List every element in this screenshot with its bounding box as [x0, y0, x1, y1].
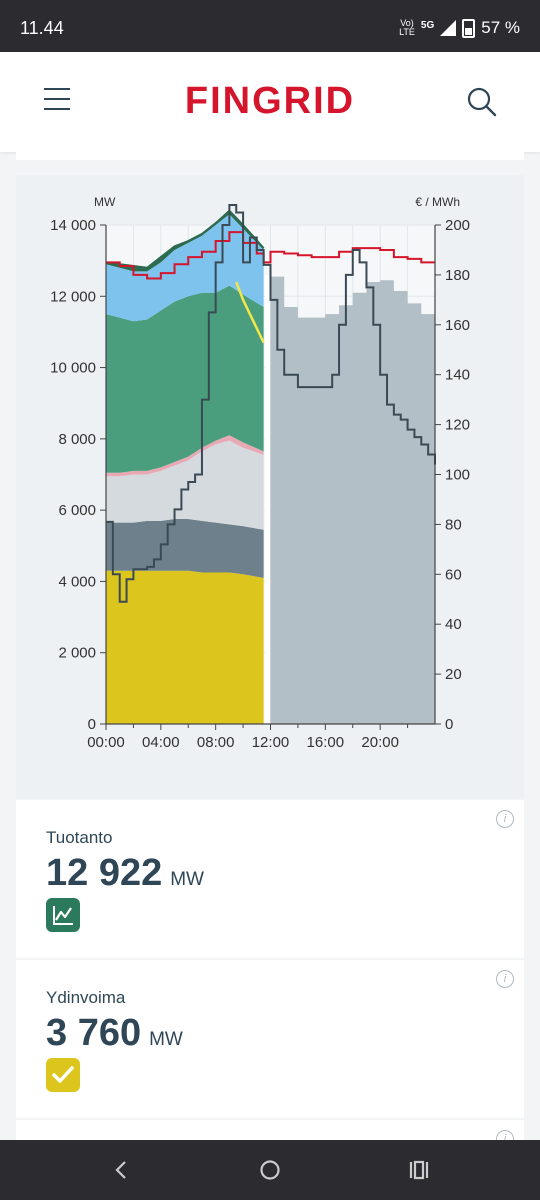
network-indicator: Vo) LTE	[399, 18, 415, 37]
right-tick-label: 120	[445, 417, 470, 434]
right-tick-label: 180	[445, 267, 470, 284]
left-tick-label: 8 000	[58, 431, 96, 448]
left-tick-label: 2 000	[58, 645, 96, 662]
battery-icon	[462, 18, 476, 38]
x-tick-label: 20:00	[361, 734, 399, 751]
left-tick-label: 12 000	[50, 288, 96, 305]
right-tick-label: 40	[445, 616, 462, 633]
right-tick-label: 140	[445, 367, 470, 384]
status-icons: Vo) LTE 5G 57 %	[399, 18, 520, 38]
status-time: 11.44	[20, 18, 64, 38]
power-chart-card: 0 2 000 4 000 6 000 8 000 10 000 12 000 14 000 0…	[16, 175, 524, 799]
x-tick-label: 16:00	[307, 734, 345, 751]
fingrid-logo: FINGRID	[184, 80, 356, 122]
system-nav-bar	[0, 1140, 540, 1200]
left-tick-label: 14 000	[50, 217, 96, 234]
forecast-area	[270, 276, 435, 724]
battery-level: 57 %	[481, 18, 520, 37]
area-series-4	[106, 285, 264, 473]
nuclear-card[interactable]: i Ydinvoima 3 760 MW	[16, 960, 524, 1118]
left-tick-label: 0	[88, 716, 96, 733]
production-card[interactable]: i Tuotanto 12 922 MW	[16, 800, 524, 958]
hamburger-menu-icon[interactable]	[44, 88, 70, 112]
recents-icon[interactable]	[404, 1156, 434, 1184]
right-tick-label: 80	[445, 516, 462, 533]
5g-indicator: 5G	[420, 19, 435, 31]
right-tick-label: 100	[445, 467, 470, 484]
left-tick-label: 6 000	[58, 502, 96, 519]
right-axis-label: € / MWh	[415, 195, 460, 209]
left-tick-label: 10 000	[50, 360, 96, 377]
info-icon[interactable]: i	[496, 970, 514, 988]
chart-areas	[106, 210, 435, 724]
next-card-edge: i	[16, 1120, 524, 1148]
area-series-2	[106, 440, 264, 530]
right-tick-label: 200	[445, 217, 470, 234]
left-tick-label: 4 000	[58, 573, 96, 590]
chart-axes: 0 2 000 4 000 6 000 8 000 10 000 12 000 14 000 0…	[50, 217, 470, 751]
nuclear-label: Ydinvoima	[46, 988, 126, 1007]
right-tick-label: 0	[445, 716, 453, 733]
left-axis-label: MW	[94, 195, 116, 209]
x-tick-label: 12:00	[252, 734, 290, 751]
signal-icon	[440, 20, 457, 36]
area-series-1	[106, 519, 264, 578]
checkmark-icon	[46, 1058, 80, 1092]
production-label: Tuotanto	[46, 828, 113, 847]
chart-line-icon	[46, 898, 80, 932]
power-chart: 0 2 000 4 000 6 000 8 000 10 000 12 000 14 000 0…	[50, 195, 470, 751]
right-tick-label: 60	[445, 566, 462, 583]
production-value: 12 922 MW	[46, 852, 204, 894]
info-icon[interactable]: i	[496, 810, 514, 828]
right-tick-label: 160	[445, 317, 470, 334]
production-unit: MW	[170, 869, 204, 890]
yellow-line	[235, 281, 265, 344]
x-tick-label: 08:00	[197, 734, 235, 751]
back-icon[interactable]	[106, 1156, 136, 1184]
price-line	[106, 204, 436, 603]
home-icon[interactable]	[255, 1156, 285, 1184]
right-tick-label: 20	[445, 666, 462, 683]
app-header: FINGRID	[0, 52, 540, 152]
nuclear-unit: MW	[149, 1029, 183, 1050]
area-series-0	[106, 570, 264, 724]
now-divider	[265, 274, 271, 724]
chart-lines	[105, 204, 436, 603]
x-tick-label: 00:00	[87, 734, 125, 751]
nuclear-value: 3 760 MW	[46, 1012, 183, 1054]
x-tick-label: 04:00	[142, 734, 180, 751]
previous-card-edge	[16, 152, 524, 160]
status-bar: 11.44 Vo) LTE 5G 57 %	[0, 0, 540, 52]
search-icon[interactable]	[466, 86, 498, 118]
